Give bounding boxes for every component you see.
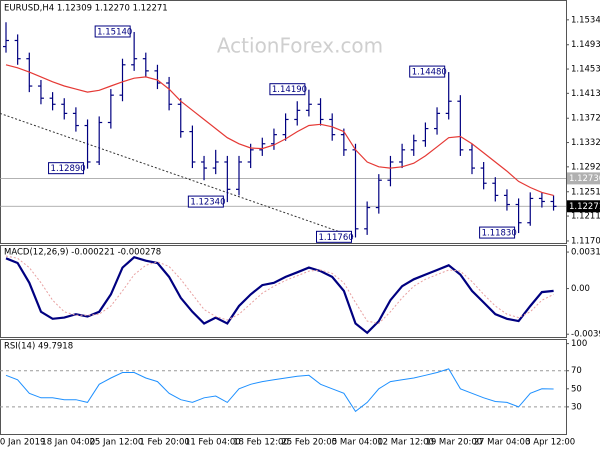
rsi-panel bbox=[0, 339, 567, 435]
annotation-box bbox=[48, 162, 85, 175]
x-tick-label: 5 Mar 04:00 bbox=[332, 438, 383, 448]
y-tick-label: 1.13320 bbox=[571, 138, 600, 148]
x-tick-label: 11 Feb 04:00 bbox=[185, 438, 241, 448]
y-tick-label: 1.14530 bbox=[571, 65, 600, 75]
chart-title: RSI(14) 49.7918 bbox=[4, 342, 73, 352]
level-label: 1.12271 bbox=[569, 202, 600, 212]
y-tick-label: 1.15340 bbox=[571, 15, 600, 25]
annotation-box bbox=[479, 226, 516, 239]
annotation-label: 1.11830 bbox=[482, 229, 517, 239]
level-box bbox=[567, 172, 600, 185]
y-tick-label: 50 bbox=[571, 384, 582, 394]
annotation-label: 1.11760 bbox=[319, 233, 354, 243]
y-tick-label: 0.003139 bbox=[571, 248, 600, 258]
annotation-box bbox=[316, 230, 352, 243]
level-box bbox=[567, 200, 600, 213]
x-tick-label: 3 Apr 12:00 bbox=[525, 438, 575, 448]
annotation-box bbox=[409, 65, 446, 78]
y-tick-label: 1.14930 bbox=[571, 40, 600, 50]
y-tick-label: 0.00 bbox=[571, 284, 590, 294]
y-tick-label: 1.13720 bbox=[571, 114, 600, 124]
y-tick-label: 1.12510 bbox=[571, 187, 600, 197]
y-tick-label: 1.14130 bbox=[571, 89, 600, 99]
chart-title: MACD(12,26,9) -0.000221 -0.000278 bbox=[4, 248, 161, 258]
y-tick-label: 1.11700 bbox=[571, 236, 600, 246]
annotation-label: 1.14480 bbox=[412, 68, 447, 78]
annotation-box bbox=[187, 195, 224, 208]
trendline bbox=[0, 112, 356, 238]
level-label: 1.12730 bbox=[569, 174, 600, 184]
annotation-label: 1.12340 bbox=[190, 198, 225, 208]
line bbox=[5, 368, 554, 413]
line bbox=[5, 255, 554, 335]
line bbox=[5, 255, 554, 325]
y-tick-label: 1.12110 bbox=[571, 212, 600, 222]
annotation-label: 1.15140 bbox=[97, 27, 132, 37]
y-tick-label: 30 bbox=[571, 402, 582, 412]
x-tick-label: 1 Feb 20:00 bbox=[139, 438, 189, 448]
price-panel bbox=[0, 0, 567, 244]
y-tick-label: 100 bbox=[571, 339, 587, 349]
x-tick-label: 12 Mar 12:00 bbox=[377, 438, 434, 448]
x-tick-label: 25 Feb 20:00 bbox=[281, 438, 337, 448]
macd-panel bbox=[0, 245, 567, 338]
x-tick-label: 18 Feb 12:00 bbox=[233, 438, 289, 448]
annotation-label: 1.14190 bbox=[272, 85, 307, 95]
y-tick-label: 1.12920 bbox=[571, 162, 600, 172]
annotation-label: 1.12890 bbox=[51, 164, 86, 174]
annotation-box bbox=[269, 83, 306, 96]
x-tick-label: 10 Jan 2019 bbox=[0, 438, 45, 448]
annotation-box bbox=[94, 25, 131, 38]
x-tick-label: 19 Mar 20:00 bbox=[425, 438, 482, 448]
x-tick-label: 25 Jan 12:00 bbox=[89, 438, 143, 448]
y-tick-label: -0.003925 bbox=[571, 330, 600, 340]
line bbox=[5, 64, 554, 196]
x-tick-label: 27 Mar 04:00 bbox=[474, 438, 531, 448]
chart-title: EURUSD,H4 1.12309 1.12270 1.12271 bbox=[4, 4, 168, 14]
watermark: ActionForex.com bbox=[217, 34, 383, 58]
y-tick-label: 70 bbox=[571, 366, 582, 376]
x-tick-label: 18 Jan 04:00 bbox=[41, 438, 95, 448]
